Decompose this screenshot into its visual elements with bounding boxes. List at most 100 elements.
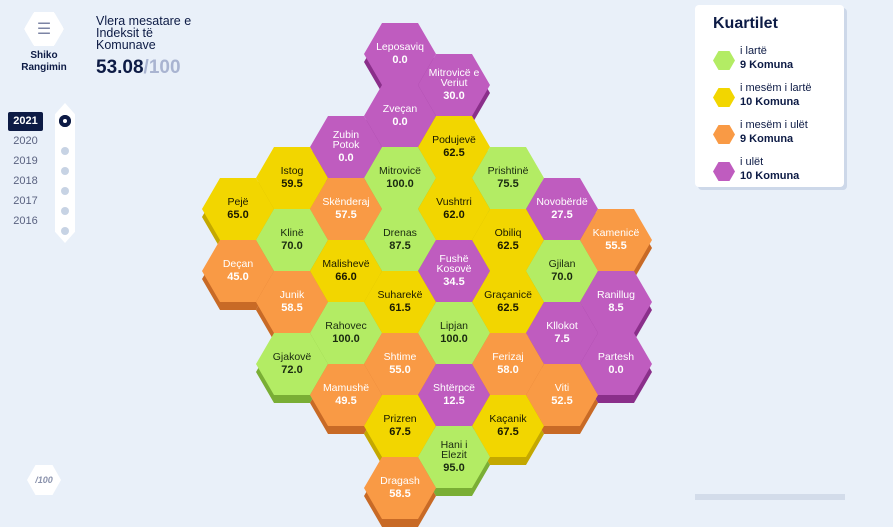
municipality-value: 72.0 xyxy=(281,364,303,376)
municipality-name: Dragash xyxy=(380,475,420,487)
municipality-name: Fushë Kosovë xyxy=(436,253,472,275)
municipality-name: Skënderaj xyxy=(322,196,370,208)
municipality-name: Malishevë xyxy=(322,258,370,270)
year-2016[interactable]: 2016 xyxy=(13,215,38,227)
municipality-name: Ranillug xyxy=(597,289,635,301)
year-dot-2021[interactable] xyxy=(59,115,71,127)
municipality-name: Prizren xyxy=(383,413,417,425)
municipality-name: Mitrovicë xyxy=(378,165,421,177)
year-dot-2017[interactable] xyxy=(61,207,69,215)
municipality-name: Kllokot xyxy=(546,320,578,332)
show-ranking-button[interactable]: ☰ Shiko Rangimin xyxy=(21,12,67,88)
municipality-value: 62.5 xyxy=(497,302,519,314)
municipality-value: 58.0 xyxy=(497,364,519,376)
municipality-name: Istog xyxy=(280,165,304,177)
municipality-value: 55.0 xyxy=(389,364,411,376)
municipality-value: 8.5 xyxy=(608,302,624,314)
score-value: 53.08 xyxy=(96,57,144,78)
municipality-value: 65.0 xyxy=(227,209,249,221)
municipality-name: Shtërpcë xyxy=(432,382,476,394)
legend-label: i lartë xyxy=(740,45,767,57)
year-dot-2020[interactable] xyxy=(61,147,69,155)
municipality-value: 12.5 xyxy=(443,395,465,407)
municipality-value: 67.5 xyxy=(389,426,411,438)
legend-label: i ulët xyxy=(740,156,764,168)
municipality-name: Klinë xyxy=(280,227,304,239)
year-selector: 2021 2020 2019 2018 2017 2016 xyxy=(8,112,43,232)
municipality-hex[interactable]: Junik 58.5 xyxy=(256,271,328,341)
year-2017[interactable]: 2017 xyxy=(13,195,38,207)
municipality-value: 30.0 xyxy=(443,90,465,102)
municipality-name: Drenas xyxy=(383,227,417,239)
year-dot-2019[interactable] xyxy=(61,167,69,175)
year-2018[interactable]: 2018 xyxy=(13,175,38,187)
municipality-value: 58.5 xyxy=(281,302,303,314)
municipality-value: 49.5 xyxy=(335,395,357,407)
year-2019[interactable]: 2019 xyxy=(13,155,38,167)
legend-label: i mesëm i lartë xyxy=(740,82,812,94)
municipality-hex[interactable]: Kllokot 7.5 xyxy=(526,302,598,372)
municipality-hex[interactable]: Drenas 87.5 xyxy=(364,209,436,279)
municipality-name: Rahovec xyxy=(325,320,367,332)
municipality-name: Pejë xyxy=(227,196,249,208)
municipality-value: 0.0 xyxy=(392,116,408,128)
municipality-value: 100.0 xyxy=(386,178,414,190)
municipality-value: 62.0 xyxy=(443,209,465,221)
municipality-name: Novobërdë xyxy=(536,196,588,208)
municipality-name: Viti xyxy=(554,382,570,394)
municipality-value: 66.0 xyxy=(335,271,357,283)
year-dot-2018[interactable] xyxy=(61,187,69,195)
municipality-value: 61.5 xyxy=(389,302,411,314)
municipality-value: 34.5 xyxy=(443,276,465,288)
municipality-hex[interactable]: Obiliq 62.5 xyxy=(472,209,544,279)
municipality-name: Podujevë xyxy=(432,134,476,146)
municipality-name: Zubin Potok xyxy=(332,129,360,151)
show-ranking-label: Shiko Rangimin xyxy=(21,50,67,73)
year-2020[interactable]: 2020 xyxy=(13,135,38,147)
municipality-name: Ferizaj xyxy=(492,351,524,363)
municipality-name: Mamushë xyxy=(322,382,370,394)
municipality-name: Hani i Elezit xyxy=(440,439,468,461)
municipality-hex[interactable]: Graçanicë 62.5 xyxy=(472,271,544,341)
municipality-name: Graçanicë xyxy=(484,289,532,301)
municipality-name: Gjilan xyxy=(548,258,576,270)
municipality-name: Junik xyxy=(279,289,305,301)
municipality-name: Suharekë xyxy=(377,289,423,301)
municipality-name: Gjakovë xyxy=(272,351,312,363)
hexagon-icon xyxy=(713,51,735,70)
municipality-hex[interactable]: Rahovec 100.0 xyxy=(310,302,382,372)
municipality-value: 59.5 xyxy=(281,178,303,190)
legend: Kuartilet i lartë 9 Komuna i mesëm i lar… xyxy=(695,5,844,187)
municipality-value: 57.5 xyxy=(335,209,357,221)
bottom-panel-edge xyxy=(695,494,845,500)
year-2021[interactable]: 2021 xyxy=(8,112,43,131)
municipality-value: 0.0 xyxy=(608,364,624,376)
municipality-value: 62.5 xyxy=(443,147,465,159)
list-icon: ☰ xyxy=(24,12,64,46)
municipality-hex[interactable]: Viti 52.5 xyxy=(526,364,598,434)
municipality-name: Partesh xyxy=(597,351,635,363)
municipality-hex[interactable]: Gjakovë 72.0 xyxy=(256,333,328,403)
municipality-name: Zveçan xyxy=(382,103,418,115)
municipality-hex[interactable]: Kamenicë 55.5 xyxy=(580,209,652,279)
year-slider[interactable] xyxy=(55,103,75,243)
municipality-value: 70.0 xyxy=(551,271,573,283)
legend-title: Kuartilet xyxy=(713,15,778,32)
hexagon-icon xyxy=(713,162,735,181)
municipality-value: 75.5 xyxy=(497,178,519,190)
municipality-hex[interactable]: Dragash 58.5 xyxy=(364,457,436,527)
municipality-hex[interactable]: Prishtinë 75.5 xyxy=(472,147,544,217)
municipality-name: Mitrovicë e Veriut xyxy=(428,67,480,89)
score-max: /100 xyxy=(143,57,181,78)
municipality-name: Obiliq xyxy=(494,227,522,239)
municipality-value: 58.5 xyxy=(389,488,411,500)
municipality-value: 70.0 xyxy=(281,240,303,252)
year-dot-2016[interactable] xyxy=(61,227,69,235)
hexagon-icon xyxy=(713,88,735,107)
municipality-hex[interactable]: Mamushë 49.5 xyxy=(310,364,382,434)
municipality-name: Prishtinë xyxy=(487,165,529,177)
municipality-value: 100.0 xyxy=(332,333,360,345)
municipality-value: 7.5 xyxy=(554,333,570,345)
municipality-name: Kaçanik xyxy=(489,413,527,425)
municipality-value: 95.0 xyxy=(443,462,465,474)
